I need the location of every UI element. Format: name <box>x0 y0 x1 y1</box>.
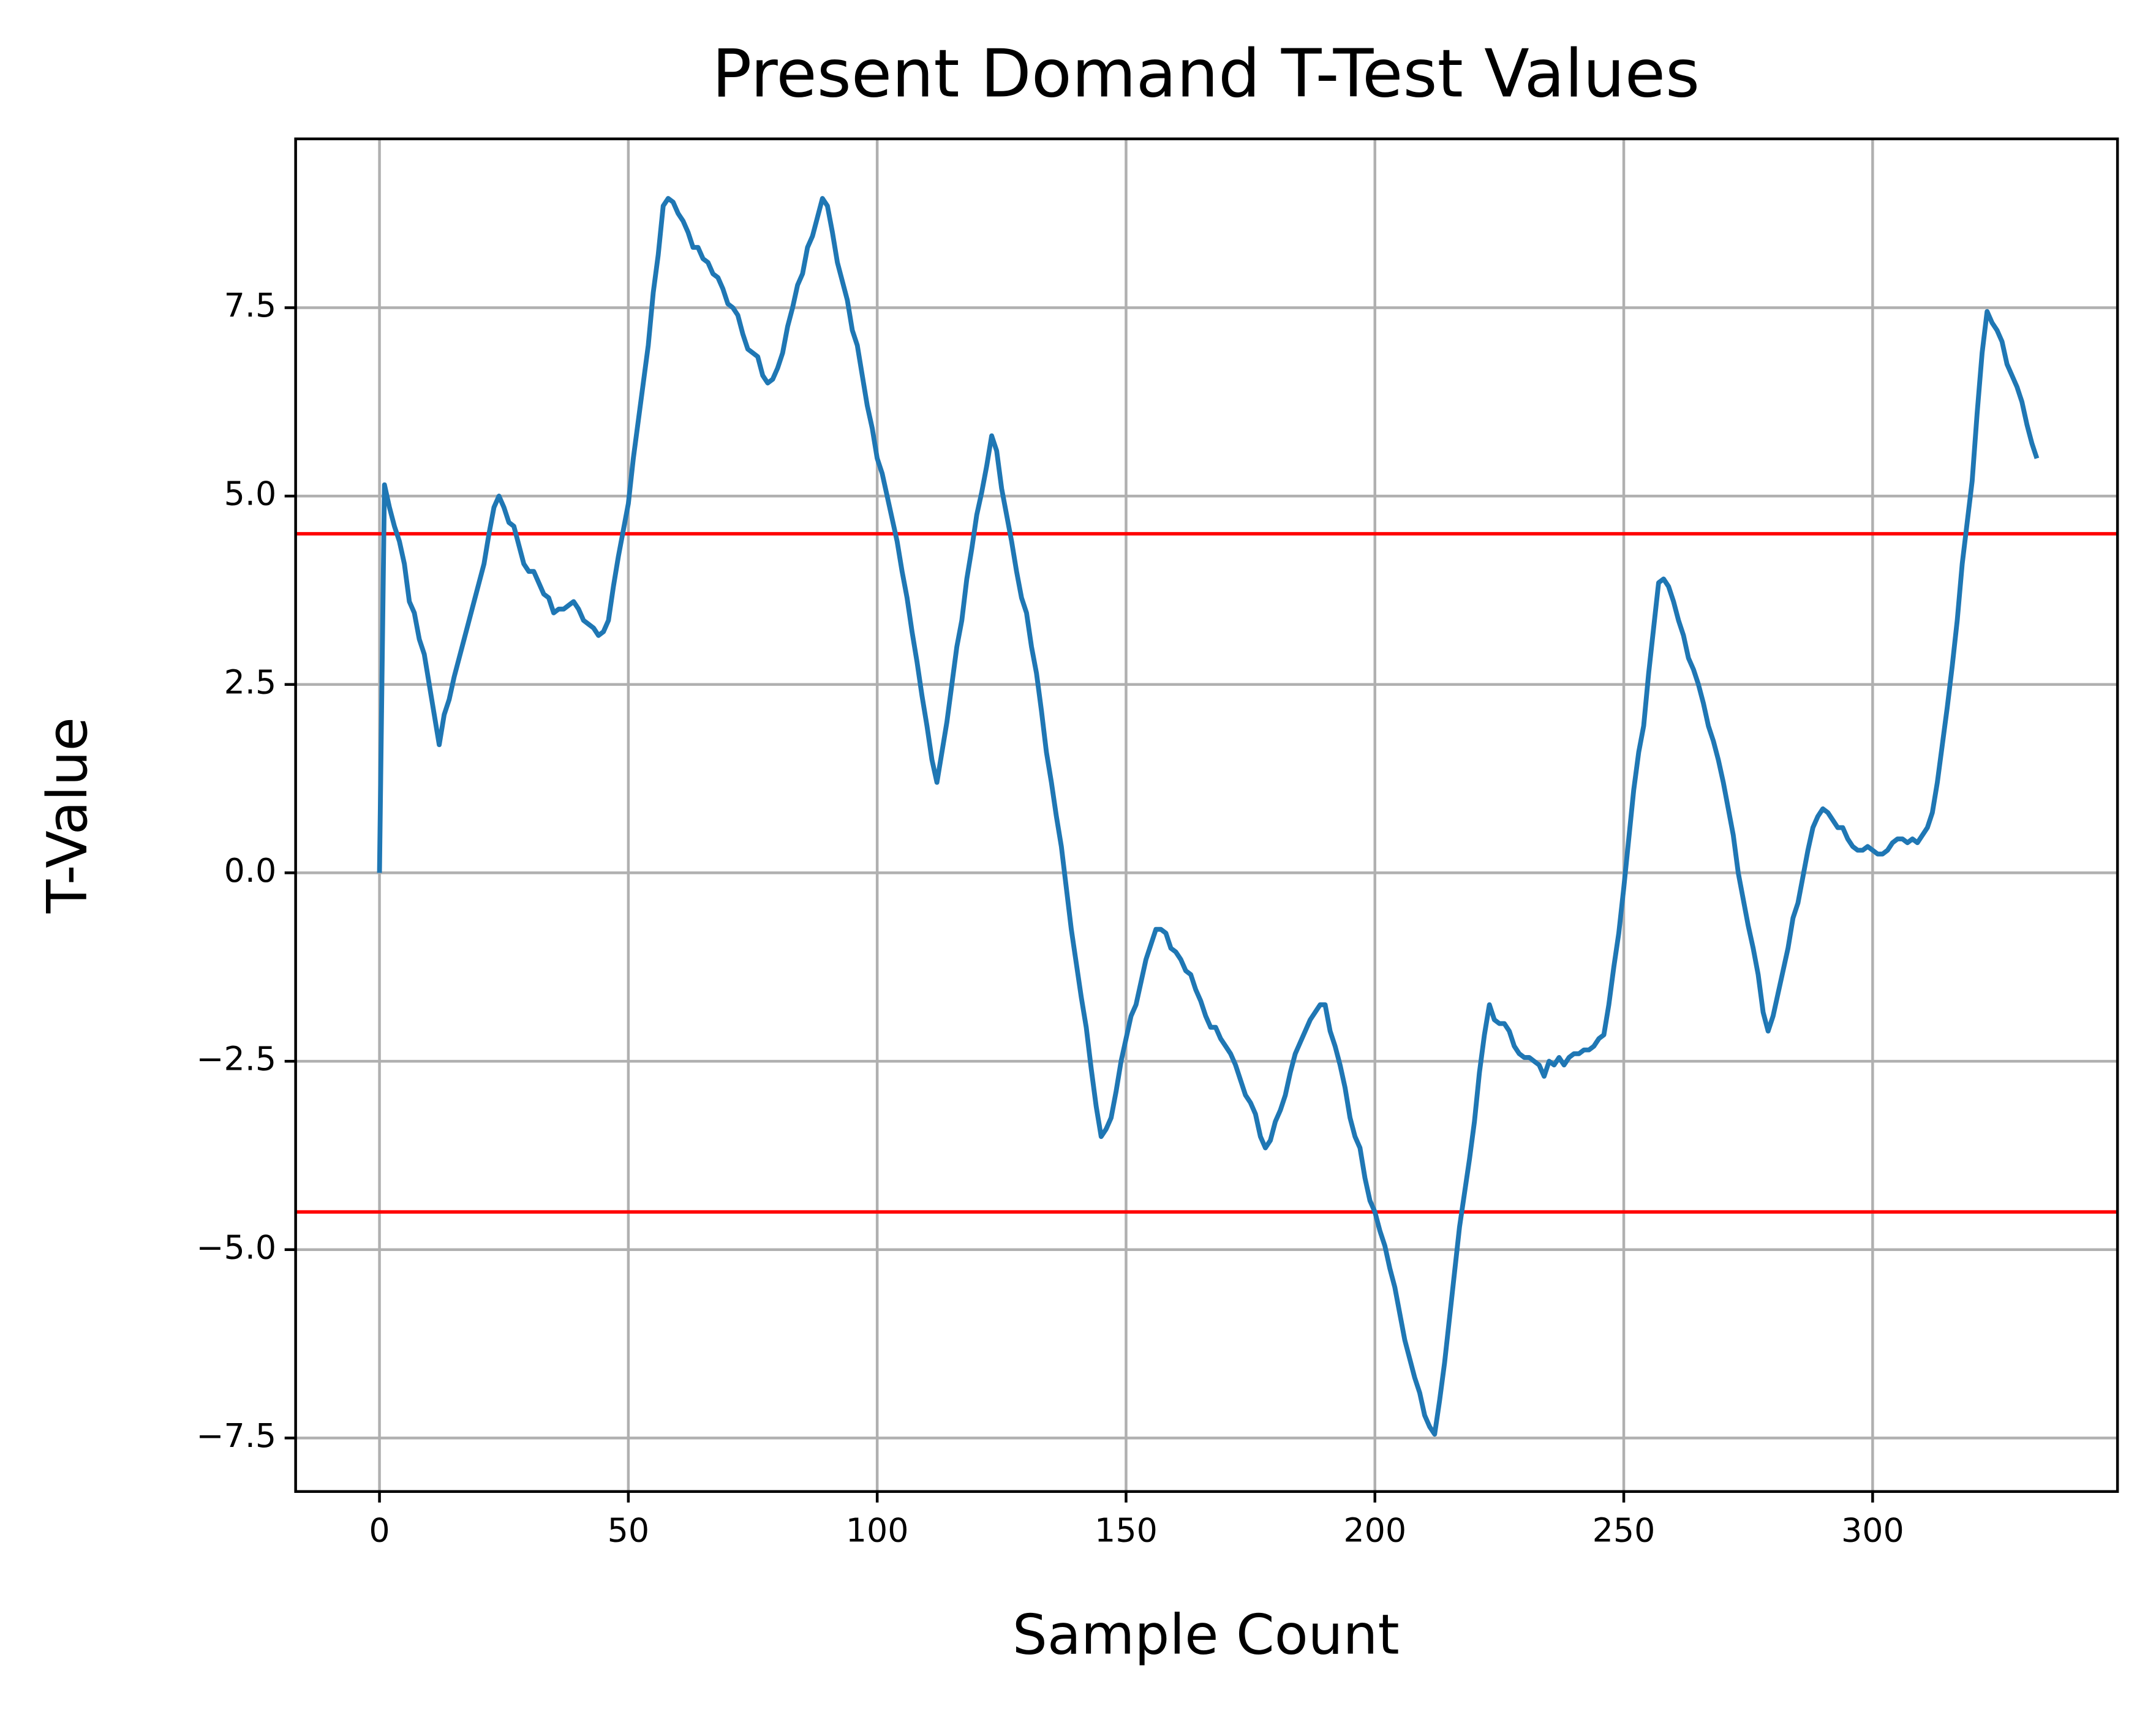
x-tick-label: 150 <box>1095 1511 1158 1550</box>
x-tick-label: 250 <box>1593 1511 1656 1550</box>
y-tick-label: −5.0 <box>196 1228 276 1266</box>
y-tick-label: 5.0 <box>224 475 277 513</box>
x-tick-label: 300 <box>1841 1511 1904 1550</box>
y-tick-label: −7.5 <box>196 1416 276 1455</box>
y-tick-label: 2.5 <box>224 663 277 701</box>
y-tick-label: 0.0 <box>224 851 277 890</box>
plot-frame <box>294 137 2119 1493</box>
x-tick-label: 0 <box>369 1511 390 1550</box>
x-tick-label: 50 <box>608 1511 650 1550</box>
y-axis-label: T-Value <box>36 717 100 914</box>
x-tick-label: 200 <box>1343 1511 1406 1550</box>
data-line <box>377 196 2040 1437</box>
y-tick-label: 7.5 <box>224 286 277 325</box>
x-tick-label: 100 <box>846 1511 909 1550</box>
y-tick-label: −2.5 <box>196 1040 276 1078</box>
x-axis-label: Sample Count <box>1012 1603 1400 1667</box>
chart-title: Present Domand T-Test Values <box>712 36 1700 112</box>
